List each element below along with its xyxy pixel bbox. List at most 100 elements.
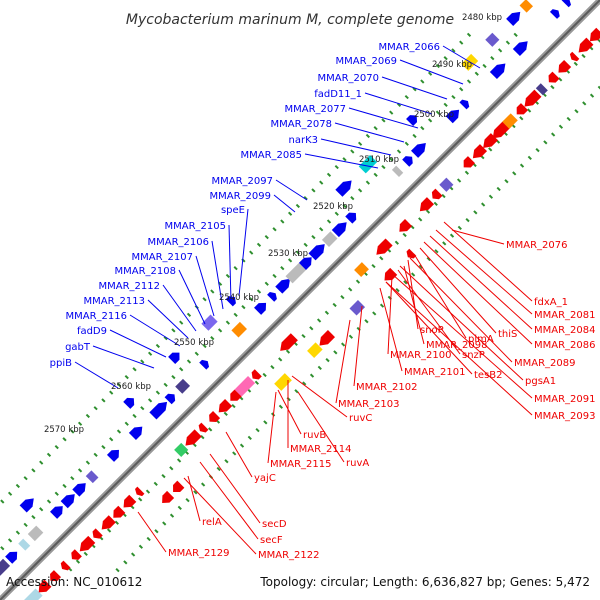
leader-line-minus	[353, 305, 363, 387]
tick-dot	[420, 79, 425, 84]
tick-dot	[311, 188, 316, 193]
tick-dot	[7, 491, 13, 496]
gene-label-plus: MMAR_2097	[212, 176, 274, 187]
tick-dot	[75, 559, 81, 564]
gene-arrow-minus	[376, 238, 393, 255]
gene-label-plus: MMAR_2105	[165, 221, 227, 232]
tick-dot	[433, 201, 438, 206]
tick-dot	[309, 326, 314, 331]
leader-line-minus	[387, 275, 393, 355]
tick-dot	[7, 538, 13, 543]
gene-arrow-minus	[589, 27, 600, 42]
gene-block	[24, 588, 43, 600]
tick-dot	[106, 528, 112, 533]
tick-dot	[147, 398, 153, 403]
tick-dot	[179, 320, 184, 325]
tick-dot	[132, 413, 137, 419]
tick-dot	[201, 482, 206, 487]
gene-block	[307, 342, 323, 358]
gene-block	[535, 83, 548, 96]
tick-dot	[138, 497, 143, 502]
scale-tick-label: 2510 kbp	[359, 155, 399, 165]
tick-dot	[249, 250, 254, 255]
gene-arrow-minus	[135, 486, 145, 497]
tick-dot	[132, 367, 137, 372]
gene-arrow-plus	[335, 180, 352, 197]
tick-dot	[443, 102, 448, 107]
tick-dot	[466, 79, 472, 84]
gene-arrow-plus	[411, 143, 426, 158]
tick-dot	[249, 297, 254, 302]
tick-dot	[23, 476, 28, 481]
leader-line-plus	[195, 255, 215, 317]
gene-arrow-minus	[92, 528, 103, 539]
gene-arrow-plus	[72, 483, 86, 497]
tick-dot	[488, 194, 494, 199]
scale-tick-label: 2480 kbp	[462, 13, 502, 23]
leader-line-minus	[183, 477, 257, 555]
gene-block	[349, 300, 366, 316]
tick-dot	[70, 476, 75, 481]
gene-arrow-minus	[79, 535, 96, 552]
tick-dot	[505, 40, 511, 45]
gene-arrow-minus	[71, 549, 82, 560]
tick-dot	[70, 429, 75, 434]
tick-dot	[162, 521, 167, 526]
gene-arrow-plus	[5, 551, 18, 564]
tick-dot	[526, 108, 532, 113]
gene-block	[391, 165, 404, 177]
tick-dot	[171, 374, 176, 380]
gene-label-plus: fadD9	[77, 326, 107, 337]
tick-dot	[115, 567, 120, 573]
leader-line-minus	[409, 257, 513, 363]
leader-line-minus	[385, 281, 473, 375]
gene-label-minus: MMAR_2103	[338, 399, 400, 410]
gene-label-minus: snoP	[420, 325, 444, 336]
leader-line-minus	[267, 391, 277, 464]
tick-dot	[124, 421, 129, 426]
leader-line-minus	[297, 391, 345, 463]
gene-arrow-minus	[399, 219, 413, 232]
tick-dot	[295, 203, 301, 209]
tick-dot	[482, 63, 487, 69]
gene-arrow-minus	[123, 494, 137, 508]
gene-label-minus: MMAR_2086	[534, 340, 596, 351]
gene-label-plus: MMAR_2085	[241, 150, 303, 161]
tick-dot	[272, 273, 277, 279]
leader-line-plus	[147, 299, 189, 339]
tick-dot	[185, 497, 190, 503]
leader-line-plus	[334, 122, 405, 143]
gene-arrow-plus	[345, 212, 357, 224]
leader-line-plus	[228, 224, 232, 303]
tick-dot	[425, 209, 431, 214]
gene-arrow-minus	[185, 429, 202, 446]
gene-arrow-minus	[251, 369, 262, 380]
accession-text: Accession: NC_010612	[6, 575, 142, 589]
tick-dot	[451, 48, 456, 53]
tick-dot	[247, 435, 252, 441]
tick-dot	[527, 155, 532, 160]
tick-dot	[574, 109, 579, 114]
tick-dot	[256, 289, 262, 294]
tick-dot	[309, 373, 315, 378]
tick-dot	[519, 116, 524, 121]
tick-dot	[145, 489, 151, 494]
tick-dot	[324, 310, 329, 315]
tick-dot	[101, 398, 106, 403]
scale-tick-label: 2520 kbp	[313, 202, 353, 212]
tick-dot	[355, 279, 361, 284]
tick-dot	[488, 147, 493, 152]
gene-label-plus: MMAR_2106	[148, 237, 210, 248]
tick-dot	[551, 132, 556, 137]
gene-label-plus: MMAR_2066	[379, 42, 441, 53]
tick-dot	[54, 491, 59, 496]
tick-dot	[449, 233, 455, 238]
tick-dot	[404, 94, 409, 100]
tick-dot	[340, 295, 345, 300]
tick-dot	[412, 133, 417, 139]
tick-dot	[176, 458, 182, 463]
tick-dot	[116, 382, 122, 387]
tick-dot	[558, 77, 563, 82]
leader-line-minus	[199, 461, 259, 540]
